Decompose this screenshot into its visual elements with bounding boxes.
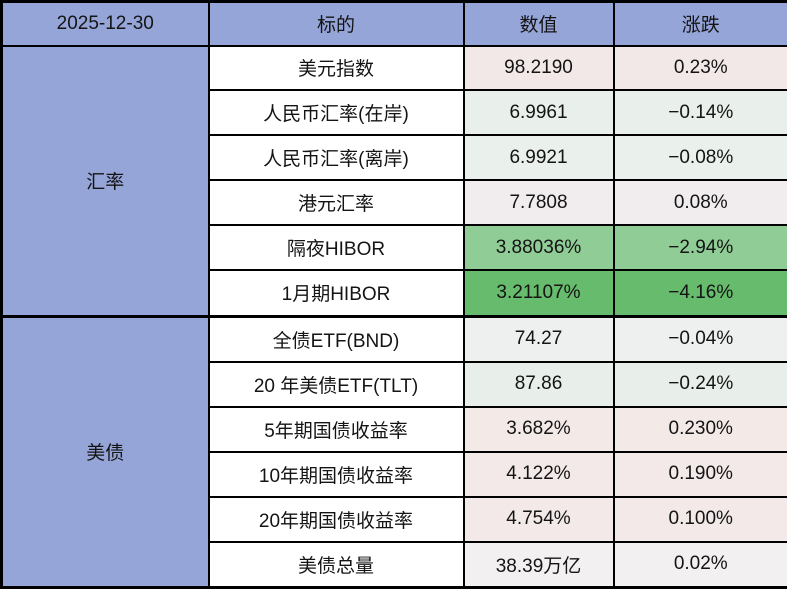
change-cell: 0.190% <box>612 450 787 498</box>
value-cell: 4.122% <box>462 450 615 498</box>
value-cell: 3.21107% <box>462 269 615 318</box>
change-cell: 0.08% <box>612 179 787 227</box>
table-row: 20年期国债收益率 4.754% 0.100% <box>2 495 787 543</box>
value-cell: 6.9921 <box>462 134 615 182</box>
change-cell: −0.24% <box>612 360 787 408</box>
header-date-cell: 2025-12-30 <box>0 0 210 47</box>
header-value-cell: 数值 <box>462 0 615 47</box>
table-row: 美债总量 38.39万亿 0.02% <box>2 540 787 589</box>
value-cell: 3.682% <box>462 405 615 453</box>
table-header-row: 2025-12-30 标的 数值 涨跌 <box>0 0 787 47</box>
value-cell: 3.88036% <box>462 224 615 272</box>
table-row: 1月期HIBOR 3.21107% −4.16% <box>2 269 787 318</box>
value-cell: 7.7808 <box>462 179 615 227</box>
value-cell: 98.2190 <box>462 44 615 92</box>
section-label-fx: 汇率 <box>0 44 210 318</box>
target-cell: 美元指数 <box>207 44 465 92</box>
value-cell: 6.9961 <box>462 89 615 137</box>
table-row: 汇率 美元指数 98.2190 0.23% <box>0 44 787 318</box>
table-row: 20 年美债ETF(TLT) 87.86 −0.24% <box>2 360 787 408</box>
table-row: 10年期国债收益率 4.122% 0.190% <box>2 450 787 498</box>
target-cell: 20年期国债收益率 <box>207 495 465 543</box>
value-cell: 74.27 <box>462 314 615 363</box>
target-cell: 港元汇率 <box>207 179 465 227</box>
target-cell: 全债ETF(BND) <box>207 314 465 363</box>
change-cell: −0.14% <box>612 89 787 137</box>
change-cell: −4.16% <box>612 269 787 318</box>
table-row: 隔夜HIBOR 3.88036% −2.94% <box>2 224 787 272</box>
value-cell: 87.86 <box>462 360 615 408</box>
table-row: 美债 全债ETF(BND) 74.27 −0.04% <box>0 314 787 589</box>
header-change-cell: 涨跌 <box>612 0 787 47</box>
change-cell: −0.08% <box>612 134 787 182</box>
change-cell: −2.94% <box>612 224 787 272</box>
value-cell: 4.754% <box>462 495 615 543</box>
table-row: 港元汇率 7.7808 0.08% <box>2 179 787 227</box>
change-cell: −0.04% <box>612 314 787 363</box>
change-cell: 0.23% <box>612 44 787 92</box>
table-row: 人民币汇率(在岸) 6.9961 −0.14% <box>2 89 787 137</box>
target-cell: 1月期HIBOR <box>207 269 465 318</box>
table-row: 人民币汇率(离岸) 6.9921 −0.08% <box>2 134 787 182</box>
target-cell: 20 年美债ETF(TLT) <box>207 360 465 408</box>
target-cell: 人民币汇率(离岸) <box>207 134 465 182</box>
value-cell: 38.39万亿 <box>462 540 615 589</box>
target-cell: 5年期国债收益率 <box>207 405 465 453</box>
section-label-bonds: 美债 <box>0 314 210 589</box>
header-target-cell: 标的 <box>207 0 465 47</box>
target-cell: 美债总量 <box>207 540 465 589</box>
change-cell: 0.02% <box>612 540 787 589</box>
table-row: 5年期国债收益率 3.682% 0.230% <box>2 405 787 453</box>
change-cell: 0.100% <box>612 495 787 543</box>
target-cell: 人民币汇率(在岸) <box>207 89 465 137</box>
change-cell: 0.230% <box>612 405 787 453</box>
target-cell: 10年期国债收益率 <box>207 450 465 498</box>
target-cell: 隔夜HIBOR <box>207 224 465 272</box>
